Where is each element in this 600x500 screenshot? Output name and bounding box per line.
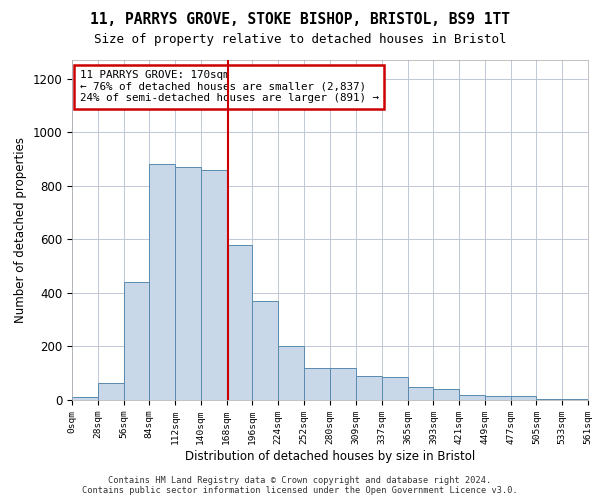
Bar xyxy=(124,282,149,400)
Text: 11 PARRYS GROVE: 170sqm
← 76% of detached houses are smaller (2,837)
24% of semi: 11 PARRYS GROVE: 170sqm ← 76% of detache… xyxy=(80,70,379,103)
Text: Contains HM Land Registry data © Crown copyright and database right 2024.
Contai: Contains HM Land Registry data © Crown c… xyxy=(82,476,518,495)
Bar xyxy=(175,167,201,400)
Bar xyxy=(149,164,175,400)
X-axis label: Distribution of detached houses by size in Bristol: Distribution of detached houses by size … xyxy=(185,450,475,463)
Bar xyxy=(227,244,252,400)
Bar xyxy=(98,384,124,400)
Bar xyxy=(278,346,304,400)
Y-axis label: Number of detached properties: Number of detached properties xyxy=(14,137,27,323)
Bar xyxy=(408,386,433,400)
Bar xyxy=(304,368,329,400)
Text: 11, PARRYS GROVE, STOKE BISHOP, BRISTOL, BS9 1TT: 11, PARRYS GROVE, STOKE BISHOP, BRISTOL,… xyxy=(90,12,510,28)
Bar xyxy=(433,390,459,400)
Bar xyxy=(201,170,227,400)
Bar xyxy=(329,368,356,400)
Bar xyxy=(459,394,485,400)
Bar xyxy=(485,396,511,400)
Bar xyxy=(252,301,278,400)
Bar xyxy=(511,396,536,400)
Bar xyxy=(72,398,98,400)
Text: Size of property relative to detached houses in Bristol: Size of property relative to detached ho… xyxy=(94,32,506,46)
Bar xyxy=(356,376,382,400)
Bar xyxy=(382,377,408,400)
